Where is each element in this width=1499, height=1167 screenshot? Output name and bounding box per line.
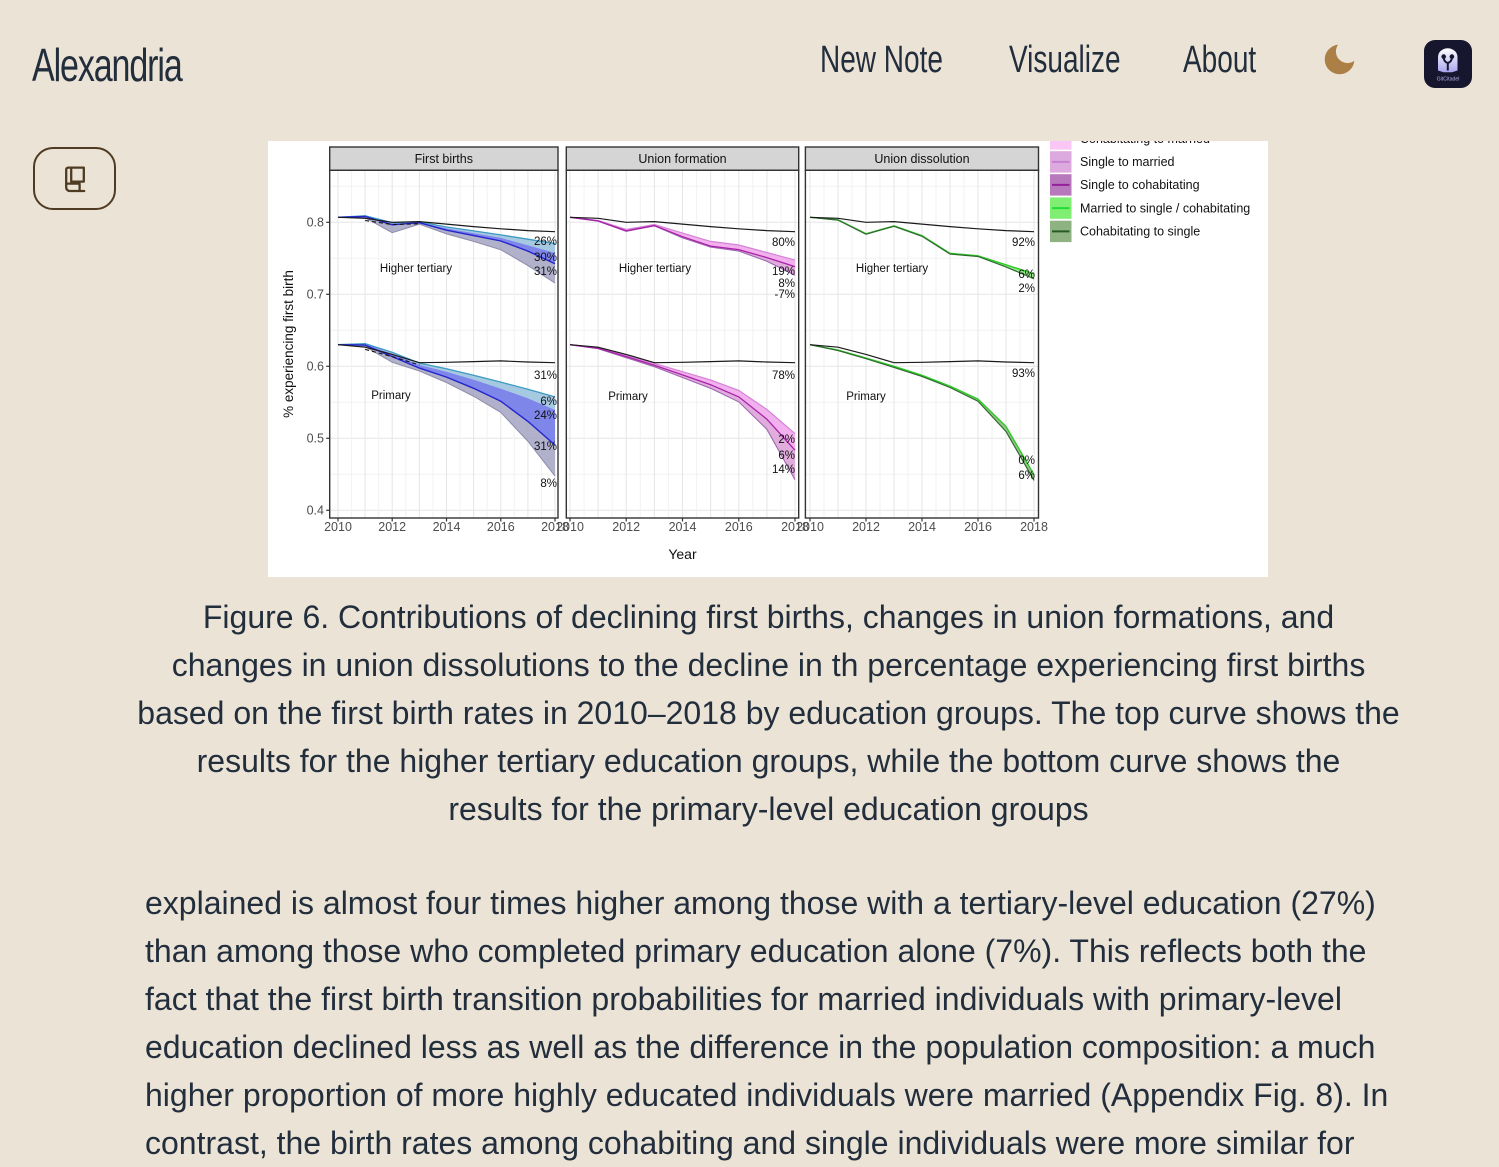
svg-text:80%: 80% xyxy=(772,237,795,249)
svg-text:31%: 31% xyxy=(534,441,557,453)
svg-text:8%: 8% xyxy=(540,478,557,490)
svg-text:2016: 2016 xyxy=(487,520,515,534)
svg-text:30%: 30% xyxy=(534,252,557,264)
svg-text:6%: 6% xyxy=(1018,269,1035,281)
svg-text:% experiencing first birth: % experiencing first birth xyxy=(281,270,296,418)
svg-text:0.7: 0.7 xyxy=(307,288,324,302)
svg-text:24%: 24% xyxy=(534,410,557,422)
svg-text:2016: 2016 xyxy=(964,520,992,534)
svg-text:0.8: 0.8 xyxy=(307,216,324,230)
svg-text:2018: 2018 xyxy=(781,520,809,534)
svg-text:31%: 31% xyxy=(534,370,557,382)
svg-text:2010: 2010 xyxy=(796,520,824,534)
svg-text:2016: 2016 xyxy=(725,520,753,534)
svg-text:19%: 19% xyxy=(772,266,795,278)
svg-text:Married to single / cohabitati: Married to single / cohabitating xyxy=(1080,201,1250,215)
svg-text:2012: 2012 xyxy=(612,520,640,534)
svg-text:2018: 2018 xyxy=(541,520,569,534)
svg-text:8%: 8% xyxy=(778,278,795,290)
svg-text:6%: 6% xyxy=(540,396,557,408)
svg-text:2012: 2012 xyxy=(378,520,406,534)
svg-text:0.6: 0.6 xyxy=(307,360,324,374)
svg-text:2010: 2010 xyxy=(324,520,352,534)
svg-text:93%: 93% xyxy=(1012,368,1035,380)
svg-text:2012: 2012 xyxy=(852,520,880,534)
svg-text:Higher tertiary: Higher tertiary xyxy=(380,263,452,275)
svg-text:2010: 2010 xyxy=(556,520,584,534)
svg-text:First births: First births xyxy=(415,152,473,166)
svg-text:Higher tertiary: Higher tertiary xyxy=(619,263,691,275)
svg-text:26%: 26% xyxy=(534,236,557,248)
svg-text:2014: 2014 xyxy=(908,520,936,534)
svg-text:Cohabitating to single: Cohabitating to single xyxy=(1080,225,1200,239)
svg-text:14%: 14% xyxy=(772,464,795,476)
svg-text:31%: 31% xyxy=(534,266,557,278)
svg-text:2%: 2% xyxy=(778,434,795,446)
svg-text:Primary: Primary xyxy=(608,391,648,403)
svg-text:Primary: Primary xyxy=(371,390,411,402)
svg-text:92%: 92% xyxy=(1012,237,1035,249)
svg-text:Single to cohabitating: Single to cohabitating xyxy=(1080,178,1200,192)
svg-text:-7%: -7% xyxy=(775,289,795,301)
svg-text:2018: 2018 xyxy=(1020,520,1048,534)
svg-text:0.5: 0.5 xyxy=(307,432,324,446)
svg-text:2014: 2014 xyxy=(669,520,697,534)
svg-text:Union dissolution: Union dissolution xyxy=(874,152,969,166)
svg-text:0%: 0% xyxy=(1018,455,1035,467)
svg-text:78%: 78% xyxy=(772,370,795,382)
svg-text:6%: 6% xyxy=(1018,470,1035,482)
svg-text:2%: 2% xyxy=(1018,283,1035,295)
svg-text:0.4: 0.4 xyxy=(307,504,324,518)
svg-text:Cohabitating to married: Cohabitating to married xyxy=(1080,141,1210,146)
svg-text:GitCitadel: GitCitadel xyxy=(1437,77,1460,83)
svg-text:Single to married: Single to married xyxy=(1080,155,1175,169)
svg-text:Year: Year xyxy=(668,546,697,562)
svg-text:Union formation: Union formation xyxy=(638,152,726,166)
svg-text:Primary: Primary xyxy=(846,391,886,403)
svg-text:6%: 6% xyxy=(778,450,795,462)
svg-text:2014: 2014 xyxy=(433,520,461,534)
svg-text:Higher tertiary: Higher tertiary xyxy=(856,263,928,275)
